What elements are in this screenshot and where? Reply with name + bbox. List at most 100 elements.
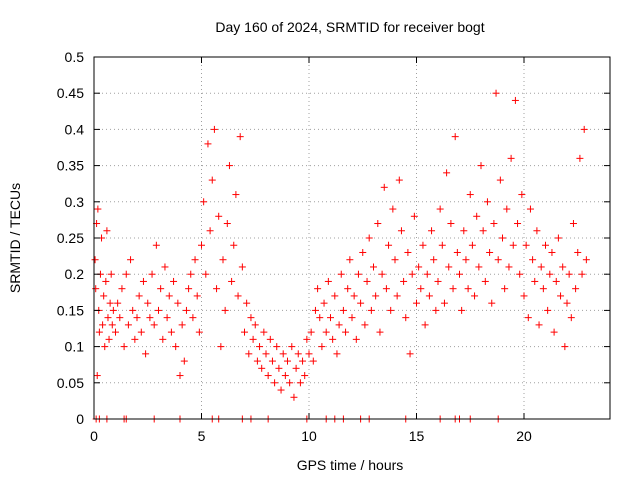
data-point (505, 263, 513, 271)
y-tick-label: 0.15 (57, 302, 84, 318)
data-point (327, 314, 334, 322)
data-point (516, 270, 524, 278)
data-point (511, 96, 519, 104)
data-point (475, 263, 483, 271)
data-point (425, 292, 433, 300)
data-point (354, 270, 362, 278)
data-point (415, 263, 423, 271)
y-tick-label: 0.45 (57, 85, 84, 101)
data-point (223, 220, 231, 228)
data-point (576, 154, 584, 162)
data-point (477, 162, 485, 170)
data-point (131, 335, 139, 343)
data-point (537, 263, 545, 271)
data-point (268, 357, 276, 365)
data-point (361, 321, 369, 329)
data-point (264, 372, 272, 380)
data-point (580, 125, 588, 133)
data-point (522, 241, 530, 249)
data-point (253, 357, 261, 365)
data-point (413, 299, 420, 307)
data-point (114, 299, 122, 307)
data-point (378, 270, 386, 278)
data-point (100, 292, 108, 300)
data-point (106, 299, 114, 307)
data-point (432, 306, 440, 314)
data-point (348, 314, 356, 322)
data-point (389, 205, 397, 213)
data-point (337, 270, 345, 278)
data-point (501, 285, 509, 293)
data-point (161, 263, 169, 271)
data-point (127, 256, 135, 264)
x-axis-label: GPS time / hours (297, 457, 404, 473)
data-point (483, 198, 491, 206)
y-axis-label: SRMTID / TECUs (7, 183, 23, 293)
data-point (344, 285, 352, 293)
data-point (440, 299, 448, 307)
data-point (230, 241, 238, 249)
data-point (94, 205, 102, 213)
data-point (234, 292, 242, 300)
data-point (213, 285, 221, 293)
data-point (155, 306, 162, 314)
y-tick-label: 0.05 (57, 375, 84, 391)
data-point (311, 306, 319, 314)
data-point (217, 343, 225, 351)
data-point (331, 292, 339, 300)
data-point (152, 241, 160, 249)
data-point (260, 328, 268, 336)
data-point (195, 328, 203, 336)
data-point (468, 241, 476, 249)
data-point (542, 241, 549, 249)
data-point (236, 133, 244, 141)
data-point (189, 314, 197, 322)
data-point (367, 306, 375, 314)
x-tick-label: 0 (90, 428, 98, 444)
data-point (281, 372, 289, 380)
data-point (146, 314, 154, 322)
x-tick-label: 15 (409, 428, 425, 444)
data-point (329, 335, 337, 343)
data-point (582, 256, 590, 264)
y-tick-label: 0 (76, 411, 84, 427)
data-point (198, 241, 205, 249)
data-point (402, 314, 410, 322)
data-point (419, 241, 427, 249)
y-tick-label: 0.2 (65, 266, 85, 282)
data-point (572, 285, 580, 293)
data-point (277, 386, 285, 394)
data-point (430, 256, 438, 264)
data-point (529, 256, 537, 264)
data-point (320, 299, 328, 307)
data-point (95, 328, 103, 336)
data-point (103, 227, 111, 235)
x-tick-label: 10 (301, 428, 317, 444)
data-point (215, 212, 223, 220)
data-point (221, 306, 229, 314)
data-point (116, 314, 124, 322)
data-point (372, 292, 380, 300)
data-point (316, 314, 324, 322)
data-point (105, 335, 113, 343)
data-point (350, 292, 358, 300)
data-point (544, 306, 552, 314)
data-point (204, 140, 212, 148)
data-point (561, 343, 569, 351)
data-point (400, 277, 408, 285)
data-point (443, 169, 451, 177)
data-point (503, 205, 511, 213)
y-tick-label: 0.4 (65, 121, 85, 137)
data-point (129, 306, 137, 314)
data-point (567, 314, 575, 322)
data-point (456, 270, 463, 278)
data-point (471, 292, 479, 300)
y-tick-label: 0.35 (57, 158, 84, 174)
data-point (363, 277, 371, 285)
data-point (245, 350, 253, 358)
x-tick-labels: 0 5 10 15 20 (90, 428, 532, 444)
chart-title: Day 160 of 2024, SRMTID for receiver bog… (215, 19, 484, 35)
data-point (288, 343, 296, 351)
data-point (271, 379, 279, 387)
data-point (159, 335, 167, 343)
